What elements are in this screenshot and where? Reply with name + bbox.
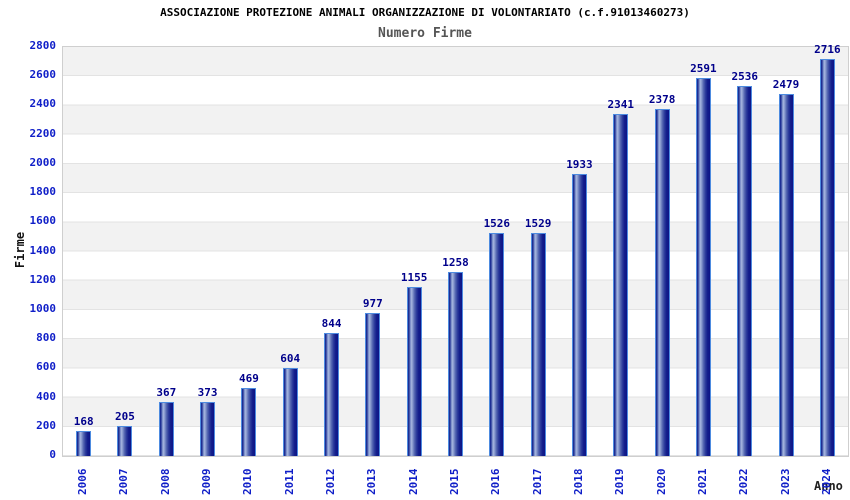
bar-value-label: 469: [238, 371, 259, 385]
x-tick-label: 2020: [654, 468, 668, 496]
bar-value-label: 2479: [772, 77, 800, 91]
bar: [737, 85, 753, 456]
x-tick-label: 2017: [530, 468, 544, 496]
bar-value-label: 2536: [731, 69, 758, 83]
x-tick-label: 2007: [117, 468, 131, 496]
y-tick-label: 2600: [29, 68, 57, 82]
bar-value-label: 168: [73, 415, 94, 429]
bar: [448, 272, 463, 456]
bar-value-label: 844: [321, 316, 342, 330]
bar: [158, 402, 174, 456]
bar: [76, 431, 92, 456]
y-tick-label: 2400: [29, 97, 57, 111]
bar-value-label: 2378: [648, 92, 676, 106]
bar: [406, 287, 422, 456]
bar: [530, 232, 546, 456]
bar-chart-plot-area: 168 205 367 373 469 604 844 977 1155 1258 1526 1529…: [62, 43, 849, 457]
y-tick-label: 1800: [29, 185, 57, 199]
x-tick-label: 2012: [324, 468, 338, 496]
bar-value-label: 1933: [566, 157, 593, 171]
y-tick-label: 1600: [29, 214, 57, 228]
bar-value-label: 1155: [400, 271, 428, 285]
bar-value-label: 1258: [442, 256, 469, 270]
x-tick-label: 2009: [200, 468, 214, 496]
x-tick-label: 2015: [448, 468, 461, 496]
y-tick-label: 2000: [29, 155, 57, 169]
x-tick-label: 2024: [819, 468, 833, 496]
y-tick-label: 0: [49, 448, 56, 461]
bar: [324, 332, 340, 456]
chart-subtitle: Numero Firme: [378, 26, 472, 41]
y-tick-label: 1400: [29, 243, 57, 257]
x-tick-label: 2022: [737, 468, 751, 496]
bar-value-label: 373: [197, 385, 218, 399]
x-tick-label: 2013: [365, 468, 379, 496]
bar: [613, 114, 629, 456]
bar: [365, 313, 381, 456]
bar: [117, 426, 133, 456]
y-tick-label: 2200: [29, 126, 57, 140]
bar-value-label: 977: [362, 297, 383, 311]
x-tick-label: 2010: [241, 468, 255, 496]
bar: [654, 108, 670, 456]
y-tick-label: 1000: [29, 301, 57, 315]
bar-value-label: 604: [280, 351, 301, 365]
bar: [695, 77, 711, 456]
bar: [489, 233, 505, 456]
x-tick-label: 2006: [76, 468, 90, 496]
x-tick-label: 2008: [158, 468, 172, 496]
bar-value-label: 2341: [607, 98, 635, 112]
bar: [571, 173, 587, 456]
x-tick-label: 2011: [282, 468, 296, 496]
chart-title: ASSOCIAZIONE PROTEZIONE ANIMALI ORGANIZZ…: [160, 6, 690, 19]
bar: [282, 367, 298, 456]
x-tick-label: 2021: [695, 468, 709, 496]
y-tick-label: 200: [36, 418, 56, 432]
x-axis-label: Anno: [814, 479, 843, 493]
x-tick-label: 2019: [613, 468, 627, 496]
bar-value-label: 367: [156, 386, 177, 400]
y-tick-label: 400: [36, 389, 56, 403]
x-tick-label: 2018: [571, 468, 585, 496]
bar-value-label: 2716: [814, 43, 841, 57]
y-tick-label: 800: [36, 331, 56, 345]
bar-value-label: 2591: [690, 61, 717, 75]
bar-value-label: 1529: [524, 216, 552, 230]
bar-value-label: 205: [115, 410, 135, 424]
bar-value-label: 1526: [483, 217, 511, 231]
x-tick-label: 2023: [778, 468, 792, 496]
x-tick-label: 2016: [489, 468, 503, 496]
bar: [241, 387, 257, 456]
bar: [200, 401, 216, 456]
y-tick-label: 600: [36, 360, 56, 374]
bar: [819, 59, 835, 456]
y-tick-label: 1200: [29, 272, 57, 286]
y-tick-label: 2800: [29, 39, 57, 52]
x-tick-label: 2014: [406, 468, 420, 496]
bar: [778, 93, 794, 456]
